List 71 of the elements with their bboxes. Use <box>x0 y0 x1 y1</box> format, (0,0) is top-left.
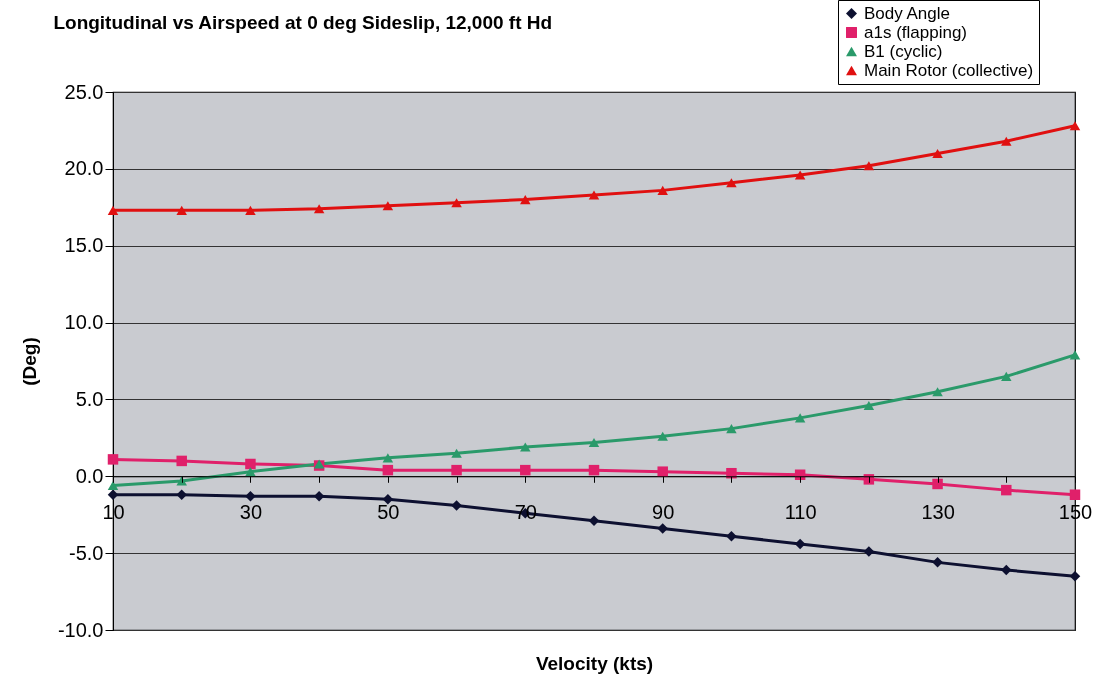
point <box>520 464 531 476</box>
point <box>932 387 943 397</box>
point <box>657 185 668 195</box>
point <box>1069 489 1081 500</box>
point <box>520 442 531 452</box>
x-tick-label: 130 <box>921 500 955 523</box>
point <box>588 464 600 476</box>
x-tick-label: 30 <box>239 500 263 523</box>
point <box>245 205 256 215</box>
point <box>107 480 119 491</box>
point <box>451 198 462 208</box>
legend-label: Body Angle <box>864 3 951 23</box>
x-tick-label: 90 <box>652 500 675 523</box>
point <box>588 515 600 527</box>
point <box>107 489 119 500</box>
y-axis-title: (Deg) <box>18 337 40 386</box>
point <box>107 454 119 465</box>
point <box>657 431 668 441</box>
point <box>245 458 256 470</box>
x-axis-title: Velocity (kts) <box>535 652 654 674</box>
point <box>451 464 462 476</box>
y-tick-label: 15.0 <box>64 234 104 257</box>
point <box>313 204 325 214</box>
legend-label: B1 (cyclic) <box>864 41 943 61</box>
x-tick-label: 50 <box>377 500 400 523</box>
y-tick-label: -5.0 <box>69 541 104 564</box>
point <box>932 557 943 568</box>
point <box>863 546 875 557</box>
x-tick-label: 110 <box>784 500 817 523</box>
legend-label: a1s (flapping) <box>864 22 968 42</box>
point <box>726 178 737 188</box>
point <box>382 494 394 505</box>
point <box>794 413 806 423</box>
point <box>176 205 187 215</box>
y-tick-label: 0.0 <box>75 464 104 487</box>
legend-label: Main Rotor (collective) <box>864 60 1034 80</box>
point <box>1001 564 1012 576</box>
point <box>726 424 737 434</box>
point <box>382 453 394 463</box>
point <box>863 161 875 171</box>
y-tick-label: -10.0 <box>57 618 104 641</box>
point <box>176 455 187 467</box>
point <box>794 170 806 180</box>
point <box>176 489 187 500</box>
point <box>726 530 737 542</box>
point <box>1001 371 1012 381</box>
y-tick-label: 5.0 <box>75 387 104 410</box>
point <box>1001 136 1012 146</box>
point <box>1069 570 1081 582</box>
point <box>1069 121 1081 131</box>
point <box>520 195 531 205</box>
point <box>245 491 256 502</box>
y-tick-label: 10.0 <box>64 311 104 334</box>
point <box>657 466 668 477</box>
point <box>451 500 462 511</box>
point <box>588 437 600 448</box>
y-tick-label: 25.0 <box>64 80 104 103</box>
point <box>932 478 943 490</box>
point <box>107 205 119 215</box>
point <box>932 148 943 159</box>
point <box>382 464 394 476</box>
point <box>1069 350 1081 360</box>
point <box>588 190 600 200</box>
point <box>451 448 462 458</box>
point <box>863 401 875 411</box>
point <box>657 523 668 534</box>
y-tick-label: 20.0 <box>64 157 104 180</box>
point <box>245 467 256 477</box>
point <box>1001 484 1012 496</box>
point <box>382 201 394 211</box>
chart-title: Longitudinal vs Airspeed at 0 deg Sideslip, 12,000 ft Hd <box>53 11 553 33</box>
